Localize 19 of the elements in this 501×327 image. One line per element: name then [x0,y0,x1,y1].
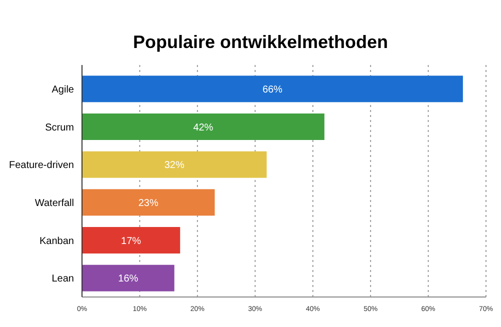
y-tick-label: Kanban [40,236,74,247]
data-label: 32% [164,160,184,172]
bar [82,189,215,216]
bar [82,264,174,292]
chart-title: Populaire ontwikkelmethoden [132,32,388,52]
y-tick-label: Agile [52,84,74,96]
bar [82,227,180,254]
bar [82,76,463,102]
y-tick-label: Scrum [45,122,74,134]
y-tick-label: Waterfall [34,198,74,209]
bar [82,114,324,140]
y-tick-label: Feature-driven [8,160,74,172]
data-label: 17% [121,236,142,247]
data-label: 23% [138,198,158,209]
data-label: 66% [262,84,283,96]
data-label: 42% [193,122,214,134]
y-tick-label: Lean [52,274,74,285]
data-label: 16% [118,274,138,285]
bar [82,151,267,178]
